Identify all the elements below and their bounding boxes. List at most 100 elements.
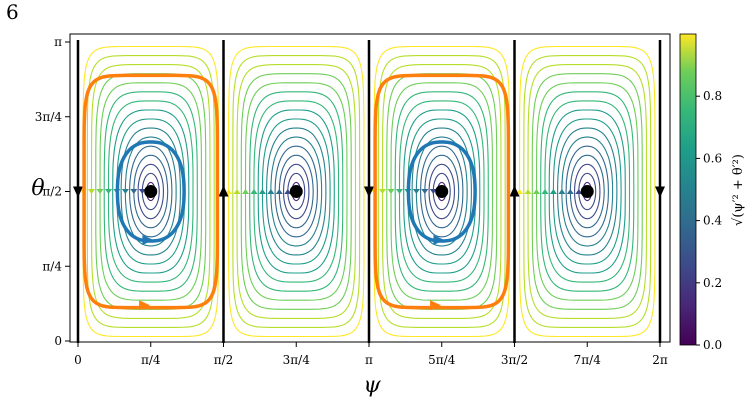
y-tick-label-2: π/2 (42, 185, 62, 199)
streamline-arrow-0-12 (96, 189, 104, 194)
streamline-3-11 (540, 91, 635, 292)
streamline-arrow-0-2 (138, 189, 146, 194)
separatrix-arrow-4 (655, 186, 665, 198)
streamline-3-15 (523, 55, 652, 328)
colorbar-label: √(ψ′² + θ′²) (731, 154, 746, 226)
colorbar-tick-label-2: 0.4 (703, 214, 722, 228)
x-tick-label-2: π/2 (214, 353, 234, 367)
streamline-3-5 (565, 145, 609, 238)
fixed-point-3 (580, 185, 594, 198)
x-axis-ticks: 0 π/4 π/2 3π/4 π 5π/4 3π/2 7π/4 2π (74, 342, 668, 367)
streamline-1-7 (266, 127, 327, 256)
streamline-2-7 (411, 127, 472, 256)
colorbar-tick-label-4: 0.8 (703, 89, 722, 103)
streamline-arrow-0-10 (105, 189, 112, 194)
streamline-arrow-1-16 (225, 189, 233, 194)
x-tick-label-4: π (365, 353, 373, 367)
streamline-0-5 (129, 145, 173, 238)
fixed-point-0 (144, 185, 158, 198)
fixed-point-layer (144, 185, 594, 198)
y-tick-label-1: π/4 (42, 259, 62, 273)
streamline-0-9 (112, 109, 190, 274)
streamline-arrow-3-12 (533, 189, 540, 194)
colorbar-tick-label-1: 0.2 (703, 276, 722, 290)
streamline-3-9 (548, 109, 626, 274)
x-tick-label-8: 2π (652, 353, 668, 367)
streamline-arrow-3-14 (524, 189, 532, 194)
streamline-2-5 (420, 145, 464, 238)
y-axis-ticks: 0 π/4 π/2 3π/4 π (35, 35, 70, 348)
streamline-2-15 (377, 55, 506, 328)
colorbar: 0.0 0.2 0.4 0.6 0.8 √(ψ′² + θ′²) (679, 33, 746, 352)
streamline-arrow-2-12 (387, 189, 395, 194)
separatrix-layer (73, 40, 665, 343)
streamline-0-3 (137, 163, 164, 220)
streamline-arrow-1-6 (267, 189, 275, 194)
panel-label: 6 (6, 0, 19, 24)
colorbar-tick-label-0: 0.0 (703, 338, 722, 352)
streamline-arrow-2-2 (429, 189, 437, 194)
streamline-arrow-3-16 (516, 189, 524, 194)
plot-frame (69, 33, 671, 343)
streamline-1-3 (283, 163, 310, 220)
streamline-1-15 (232, 55, 361, 328)
highlighted-orbit-arrow-2 (433, 235, 445, 246)
streamline-1-9 (257, 109, 335, 274)
streamline-arrow-2-10 (396, 189, 403, 194)
colorbar-gradient (679, 33, 697, 346)
x-tick-label-5: 5π/4 (428, 353, 456, 367)
fixed-point-2 (435, 185, 449, 198)
orbit-layer (82, 73, 511, 311)
streamline-2-13 (386, 73, 498, 310)
plot-area (69, 33, 671, 343)
highlighted-orbit-0 (115, 140, 186, 243)
streamline-2-11 (394, 91, 489, 292)
y-axis-label: θ (31, 176, 44, 201)
streamline-arrow-2-4 (421, 189, 429, 194)
streamline-arrow-3-6 (558, 189, 566, 194)
y-tick-label-3: 3π/4 (35, 110, 63, 124)
separatrix-arrow-0 (73, 186, 83, 198)
streamline-2-3 (428, 163, 455, 220)
y-tick-label-0: 0 (54, 334, 62, 348)
streamline-arrow-1-12 (242, 189, 249, 194)
streamline-arrow-1-8 (258, 189, 266, 194)
streamline-arrow-0-4 (130, 189, 138, 194)
streamline-arrow-0-6 (121, 189, 129, 194)
x-tick-label-6: 3π/2 (501, 353, 528, 367)
separatrix-arrow-2 (364, 186, 374, 198)
fixed-point-1 (289, 185, 303, 198)
streamline-arrow-0-14 (88, 189, 95, 194)
separatrix-arrow-1 (218, 185, 229, 197)
highlighted-orbit-arrow-1 (139, 300, 151, 311)
highlighted-orbit-2 (406, 140, 477, 243)
streamline-arrow-2-14 (379, 189, 386, 194)
colorbar-tick-label-3: 0.6 (703, 151, 722, 165)
x-tick-label-0: 0 (74, 353, 82, 367)
streamline-1-13 (240, 73, 352, 310)
streamline-3-7 (557, 127, 618, 256)
streamline-arrow-3-4 (566, 189, 574, 194)
streamline-2-9 (403, 109, 481, 274)
colorbar-ticks: 0.0 0.2 0.4 0.6 0.8 (696, 89, 722, 352)
x-tick-label-3: 3π/4 (283, 353, 311, 367)
highlighted-orbit-3 (373, 73, 511, 310)
separatrix-arrow-3 (509, 185, 520, 197)
streamline-0-7 (120, 127, 181, 256)
highlighted-orbit-1 (82, 73, 220, 310)
x-tick-label-7: 7π/4 (574, 353, 602, 367)
streamline-3-3 (574, 163, 601, 220)
streamline-arrow-3-10 (541, 189, 549, 194)
streamline-0-11 (103, 91, 198, 292)
x-tick-label-1: π/4 (141, 353, 161, 367)
streamline-0-15 (86, 55, 215, 328)
highlighted-orbit-arrow-0 (142, 235, 154, 246)
streamline-arrow-3-2 (575, 189, 583, 194)
streamline-0-13 (95, 73, 207, 310)
streamline-arrow-1-14 (233, 189, 241, 194)
streamline-arrow-1-2 (284, 189, 292, 194)
streamline-arrow-3-8 (549, 189, 557, 194)
streamline-1-11 (249, 91, 344, 292)
streamline-arrow-1-4 (275, 189, 283, 194)
